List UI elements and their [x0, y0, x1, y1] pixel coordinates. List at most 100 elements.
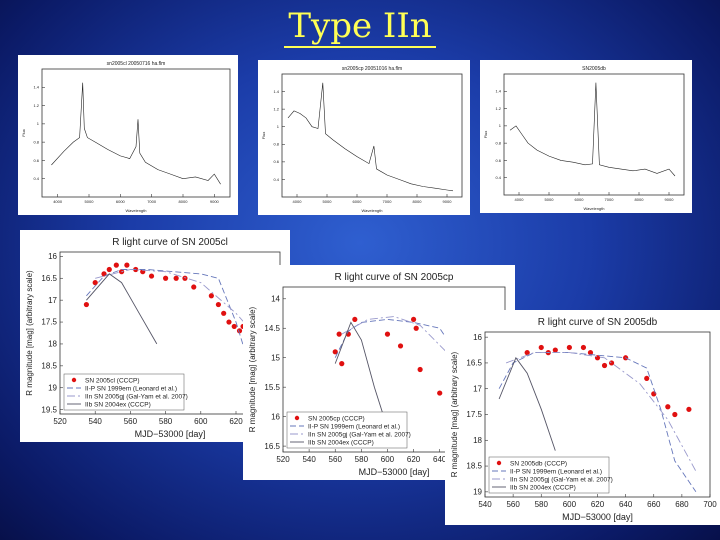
series-line [334, 321, 388, 429]
x-tick-label: 580 [159, 417, 173, 426]
chart-title: SN2005db [582, 66, 606, 72]
legend-label: IIb SN 2004ex (CCCP) [85, 401, 151, 408]
chart-title: sn2005cp 20051016 ha.flm [342, 66, 402, 72]
data-point [148, 273, 155, 279]
x-tick-label: 520 [276, 455, 290, 464]
y-tick-label: 14.5 [264, 324, 280, 333]
x-tick-label: 4000 [53, 199, 63, 204]
y-tick-label: 19 [48, 383, 57, 392]
legend-box [63, 373, 185, 411]
chart-title: R light curve of SN 2005cp [335, 272, 454, 283]
legend-label: SN 2005cp (CCCP) [308, 415, 365, 422]
data-point [173, 275, 179, 281]
legend-label: IIn SN 2005gj (Gal-Yam et al. 2007) [85, 393, 188, 400]
x-tick-label: 5000 [85, 199, 95, 204]
y-tick-label: 1.2 [33, 103, 39, 108]
data-point [124, 262, 130, 268]
legend-label: IIb SN 2004ex (CCCP) [308, 439, 374, 446]
data-point [552, 347, 558, 353]
data-point [231, 323, 237, 330]
y-tick-label: 16 [473, 333, 482, 342]
data-point [226, 319, 232, 325]
data-point [215, 301, 221, 308]
chart-title: R light curve of SN 2005db [538, 317, 658, 328]
data-point [236, 328, 243, 334]
plot-area [509, 82, 676, 177]
x-tick-label: 7000 [383, 199, 393, 204]
x-tick-label: 5000 [545, 197, 555, 202]
legend-marker [496, 460, 502, 466]
data-point [336, 331, 342, 337]
legend-box [286, 411, 408, 449]
x-axis-label: MJD−53000 [day] [359, 467, 430, 477]
data-point [410, 316, 417, 323]
y-tick-label: 19 [473, 488, 482, 497]
legend-label: IIb SN 2004ex (CCCP) [510, 484, 576, 491]
y-tick-label: 1.4 [273, 89, 279, 94]
plot-frame [503, 73, 685, 196]
y-tick-label: 17.5 [466, 410, 482, 419]
y-tick-label: 0.8 [33, 139, 39, 144]
data-point [208, 293, 214, 299]
series-line [498, 356, 556, 451]
x-tick-label: 540 [302, 455, 316, 464]
x-axis-label: MJD−53000 [day] [135, 429, 206, 439]
legend-box [488, 456, 610, 494]
data-point [437, 390, 443, 396]
x-tick-label: 7000 [605, 197, 615, 202]
data-point [113, 262, 119, 268]
y-tick-label: 16.5 [466, 359, 482, 368]
plot-area [287, 82, 454, 192]
x-tick-label: 8000 [635, 197, 645, 202]
y-axis-label: Flux [21, 129, 26, 137]
data-point [524, 350, 530, 356]
x-tick-label: 6000 [116, 199, 126, 204]
data-point [397, 343, 404, 349]
x-tick-label: 8000 [413, 199, 423, 204]
x-tick-label: 600 [194, 417, 208, 426]
x-tick-label: 660 [647, 500, 661, 509]
y-tick-label: 0.4 [495, 175, 501, 180]
y-axis-label: Flux [483, 131, 488, 139]
data-point [686, 406, 692, 412]
series-line [95, 269, 272, 353]
x-axis-label: Wavelength [362, 208, 383, 213]
y-tick-label: 18.5 [41, 362, 57, 371]
x-axis-label: Wavelength [126, 208, 147, 213]
x-tick-label: 640 [619, 500, 633, 509]
legend-label: IIn SN 2005gj (Gal-Yam et al. 2007) [510, 476, 613, 483]
chart-panel: R light curve of SN 2005db MJD−53000 [day… [445, 310, 720, 525]
data-point [538, 344, 544, 351]
legend-label: II-P SN 1999em (Leonard et al.) [308, 423, 400, 430]
x-tick-label: 600 [563, 500, 577, 509]
x-tick-label: 620 [407, 455, 421, 464]
y-tick-label: 18 [473, 436, 482, 445]
data-point [384, 331, 391, 337]
series-line [287, 82, 454, 192]
y-tick-label: 1 [277, 124, 280, 129]
y-tick-label: 18 [48, 340, 57, 349]
data-point [587, 350, 594, 356]
data-point [182, 275, 188, 281]
y-tick-label: 16 [48, 252, 57, 261]
x-tick-label: 580 [355, 455, 369, 464]
legend-label: IIn SN 2005gj (Gal-Yam et al. 2007) [308, 431, 411, 438]
series-line [51, 82, 221, 185]
data-point [106, 266, 112, 273]
series-line [509, 82, 676, 177]
slide-title-text: Type IIn [284, 6, 436, 48]
chart-panel: sn2005cl 20050716 ha.flm Wavelength Flux 40… [18, 55, 238, 215]
x-tick-label: 700 [703, 500, 717, 509]
x-tick-label: 9000 [665, 197, 675, 202]
y-tick-label: 16.5 [41, 274, 57, 283]
y-tick-label: 17 [473, 384, 482, 393]
data-point [594, 355, 601, 361]
legend-marker [294, 415, 300, 421]
y-tick-label: 16.5 [264, 442, 280, 451]
data-point [580, 344, 587, 351]
legend-label: II-P SN 1999em (Leonard et al.) [510, 468, 602, 475]
series-line [498, 352, 697, 493]
chart-panel: R light curve of SN 2005cp MJD−53000 [day… [243, 265, 515, 480]
data-point [221, 310, 227, 316]
x-tick-label: 9000 [443, 199, 453, 204]
